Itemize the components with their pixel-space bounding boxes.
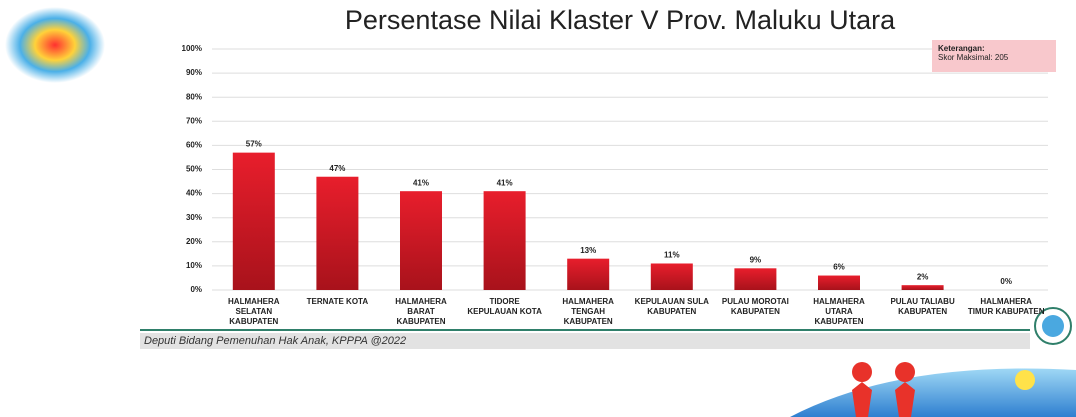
value-label: 2% — [917, 272, 929, 281]
x-tick-label: HALMAHERA SELATAN KABUPATEN — [228, 297, 280, 326]
bar — [232, 152, 275, 290]
y-tick-label: 100% — [182, 44, 202, 53]
value-label: 11% — [664, 251, 680, 260]
bar — [734, 268, 777, 290]
x-tick-label: HALMAHERA UTARA KABUPATEN — [813, 297, 865, 326]
value-label: 9% — [750, 255, 762, 264]
y-tick-label: 90% — [186, 68, 202, 77]
corner-decoration — [790, 362, 1076, 417]
y-tick-label: 50% — [186, 165, 202, 174]
bar — [818, 275, 860, 290]
y-tick-label: 60% — [186, 141, 202, 150]
value-label: 41% — [413, 178, 429, 187]
value-label: 41% — [497, 178, 513, 187]
x-tick-label: PULAU MOROTAI KABUPATEN — [721, 297, 789, 316]
logo-decoration — [5, 7, 105, 83]
value-label: 57% — [246, 140, 262, 149]
value-label: 47% — [329, 164, 345, 173]
y-tick-label: 70% — [186, 116, 202, 125]
y-tick-label: 40% — [186, 189, 202, 198]
y-tick-label: 80% — [186, 92, 202, 101]
bar — [650, 263, 693, 290]
x-tick-label: HALMAHERA TIMUR KABUPATEN — [967, 297, 1045, 316]
bar — [567, 258, 610, 290]
x-tick-label: HALMAHERA BARAT KABUPATEN — [395, 297, 447, 326]
y-tick-label: 0% — [190, 285, 202, 294]
x-tick-label: TIDORE KEPULAUAN KOTA — [467, 297, 542, 316]
x-tick-label: PULAU TALIABU KABUPATEN — [890, 297, 955, 316]
y-tick-label: 10% — [186, 261, 202, 270]
value-label: 13% — [580, 246, 596, 255]
y-tick-label: 20% — [186, 237, 202, 246]
annotation-box: Keterangan: Skor Maksimal: 205 — [932, 40, 1056, 72]
x-tick-label: HALMAHERA TENGAH KABUPATEN — [562, 297, 614, 326]
x-tick-label: KEPULAUAN SULA KABUPATEN — [634, 297, 709, 316]
x-tick-label: TERNATE KOTA — [306, 297, 369, 306]
y-tick-label: 30% — [186, 213, 202, 222]
bar — [316, 176, 359, 290]
bar — [901, 285, 944, 290]
annotation: Keterangan: — [938, 44, 985, 53]
value-label: 0% — [1000, 277, 1012, 286]
annotation: Skor Maksimal: 205 — [938, 53, 1009, 62]
value-label: 6% — [833, 263, 845, 272]
footer: Deputi Bidang Pemenuhan Hak Anak, KPPPA … — [140, 333, 1030, 349]
bar — [400, 191, 442, 290]
footer-logo-inner — [1042, 315, 1064, 337]
bar — [483, 191, 526, 290]
chart-title: Persentase Nilai Klaster V Prov. Maluku … — [345, 5, 896, 35]
